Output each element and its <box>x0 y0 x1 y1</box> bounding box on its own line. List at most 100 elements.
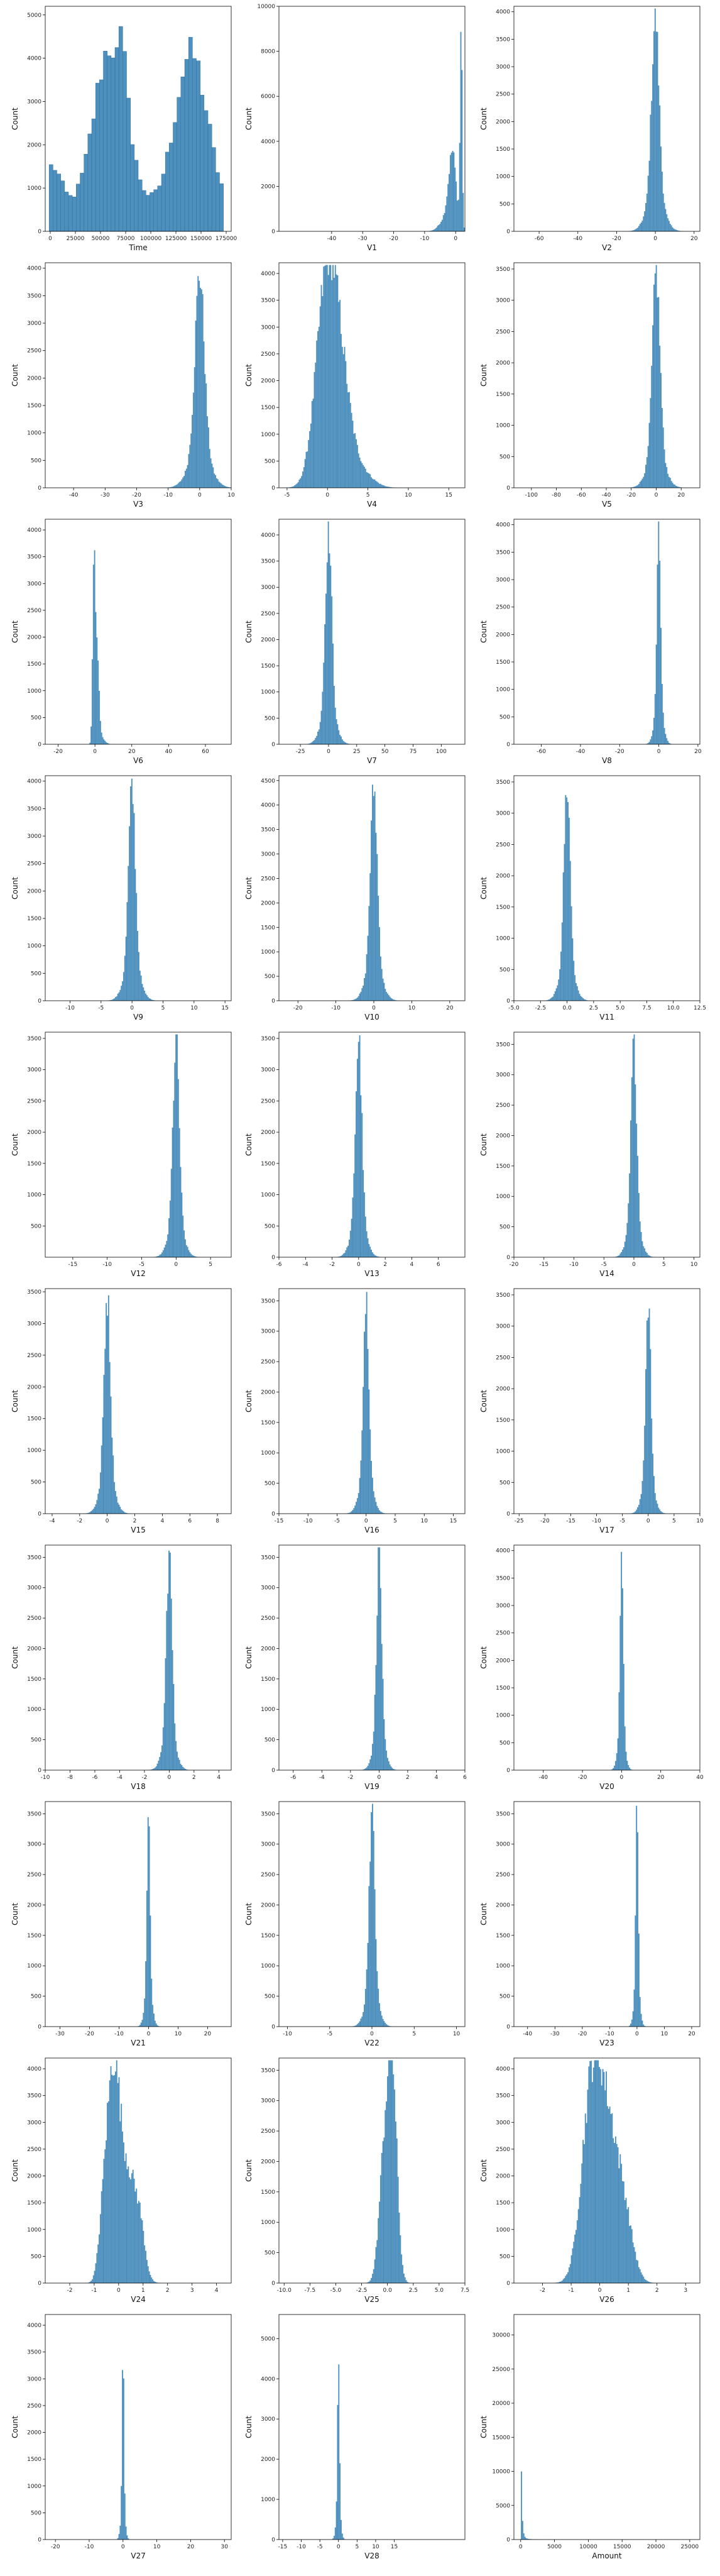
histogram-bar <box>568 2267 570 2283</box>
x-tick-label: -20 <box>510 1262 519 1268</box>
axes-frame <box>278 2057 466 2284</box>
x-tick-label: 0 <box>620 1775 624 1781</box>
histogram-bar <box>661 1512 663 1514</box>
histogram-bar <box>310 423 312 488</box>
histogram-bar <box>114 1482 115 1514</box>
x-tick-label: 0 <box>327 749 330 755</box>
y-tick-label: 0 <box>38 2537 41 2543</box>
histogram-bar <box>576 2220 578 2283</box>
histogram-bars <box>643 521 675 744</box>
histogram-bar <box>367 2282 369 2283</box>
y-tick-label: 500 <box>499 454 510 460</box>
y-tick-label: 0 <box>38 1768 41 1774</box>
histogram-bar <box>679 487 680 488</box>
x-tick-label: 5000 <box>547 2544 562 2550</box>
histogram-bar <box>175 1034 177 1257</box>
histogram-bar <box>214 473 215 488</box>
histogram-bar <box>364 1331 365 1514</box>
histogram-bar <box>582 998 584 1001</box>
histogram-bar <box>645 2279 646 2283</box>
histogram-bar <box>356 2025 357 2027</box>
histogram-bar <box>92 1510 93 1514</box>
x-tick-label: 0 <box>378 1775 381 1781</box>
y-tick-label: 500 <box>265 715 275 722</box>
histogram-bar <box>143 2013 145 2027</box>
histogram-bar <box>359 1478 361 1514</box>
histogram-bar <box>644 1425 646 1514</box>
histogram-bar <box>357 1493 359 1514</box>
x-tick-label: -30 <box>358 236 368 242</box>
y-tick-label: 2000 <box>496 873 510 879</box>
histogram-bar <box>188 454 190 488</box>
histogram-bar <box>625 1235 627 1257</box>
y-tick-label: 0 <box>506 998 510 1005</box>
histogram-bar <box>385 2110 386 2283</box>
histogram-bar <box>107 1316 108 1514</box>
histogram-bar <box>371 477 372 488</box>
histogram-bar <box>576 986 578 1001</box>
y-tick-label: 2000 <box>261 184 275 190</box>
histogram-panel-v21: -30 -20 -10 0 10 2005001000150020002500300035… <box>11 1801 232 2047</box>
axes-frame <box>45 1544 232 1771</box>
histogram-bar <box>363 465 364 488</box>
histogram-bar <box>308 440 310 488</box>
histogram-bar <box>177 483 179 488</box>
histogram-bar <box>128 2538 129 2540</box>
y-tick-label: 0 <box>506 2024 510 2030</box>
histogram-bar <box>342 2537 344 2540</box>
y-tick-label: 2000 <box>261 2457 275 2463</box>
histogram-bar <box>371 820 372 1001</box>
histogram-bar <box>575 2230 577 2283</box>
histogram-bar <box>89 1512 91 1514</box>
histogram-bar <box>152 2279 154 2283</box>
histogram-bar <box>592 2067 594 2283</box>
y-axis-label: Count <box>11 1390 19 1412</box>
histogram-bar <box>560 2281 562 2283</box>
histogram-bar <box>577 990 579 1001</box>
x-tick-label: 4 <box>215 2287 219 2294</box>
histogram-bar <box>154 2020 156 2027</box>
histogram-bar <box>628 2207 630 2283</box>
x-tick-label: -10 <box>41 1775 50 1781</box>
y-tick-label: 3000 <box>261 1329 275 1335</box>
histogram-bar <box>437 226 439 231</box>
x-tick-label: -15 <box>275 1518 284 1524</box>
histogram-bar <box>360 461 362 488</box>
x-tick-label: 0.0 <box>562 1005 572 1011</box>
histogram-bar <box>116 2060 117 2283</box>
histogram-bar <box>659 561 661 744</box>
y-tick-label: 1500 <box>496 1417 510 1424</box>
histogram-bar <box>385 989 386 1001</box>
histogram-bar <box>158 1255 160 1257</box>
histogram-bar <box>547 999 549 1001</box>
histogram-bar <box>369 1759 371 1770</box>
histogram-bar <box>523 2533 525 2540</box>
histogram-bar <box>614 2136 616 2283</box>
x-tick-label: -20 <box>577 2031 587 2037</box>
histogram-bar <box>622 2181 623 2283</box>
histogram-bar <box>381 969 383 1001</box>
histogram-bar <box>554 991 556 1001</box>
histogram-bar <box>342 354 344 488</box>
y-tick-label: 2500 <box>261 1616 275 1622</box>
histogram-bar <box>326 562 328 744</box>
histogram-bar <box>381 2152 383 2283</box>
histogram-bar <box>101 1445 102 1514</box>
x-tick-label: 0 <box>325 492 329 498</box>
histogram-bar <box>334 707 336 744</box>
histogram-bar <box>356 998 357 1001</box>
y-tick-label: 2500 <box>27 2147 41 2153</box>
y-tick-label: 3500 <box>27 2093 41 2100</box>
histogram-bars <box>146 1550 193 1770</box>
histogram-bar <box>134 160 139 232</box>
histogram-bar <box>353 999 355 1001</box>
x-tick-label: -20 <box>615 749 625 755</box>
histogram-bars <box>625 265 687 488</box>
histogram-bar <box>675 485 677 488</box>
histogram-bar <box>181 479 183 488</box>
y-tick-label: 2500 <box>261 876 275 882</box>
y-tick-label: 2500 <box>261 1872 275 1878</box>
histogram-bar <box>140 975 142 1001</box>
histogram-bar <box>566 797 568 1001</box>
x-tick-label: 15 <box>221 1005 228 1011</box>
